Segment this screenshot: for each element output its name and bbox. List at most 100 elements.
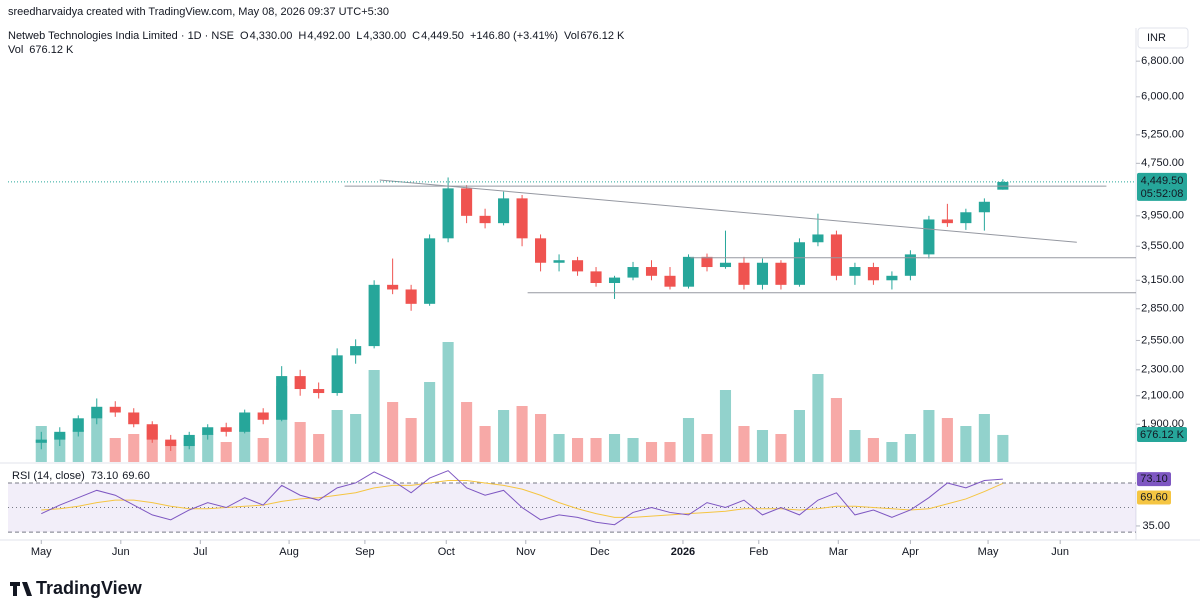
rsi-ma-tag	[1137, 490, 1171, 505]
volume-bar	[867, 438, 879, 462]
ohlc-value: 4,330.00	[363, 30, 406, 42]
candle-body	[867, 267, 879, 281]
volume-bar	[849, 430, 861, 462]
ohlc-key: C	[412, 30, 420, 42]
candle-body	[442, 188, 454, 239]
candle-body	[368, 284, 380, 347]
volume-bar	[387, 402, 399, 462]
y-tick-label: 6,000.00	[1141, 91, 1184, 103]
vol-value: 676.12 K	[580, 30, 625, 42]
volume-bar	[923, 410, 935, 462]
candle-body	[350, 346, 362, 356]
x-tick-label: Oct	[438, 546, 455, 558]
volume-bar	[479, 426, 491, 462]
candle-body	[682, 256, 695, 287]
volume-bar	[719, 390, 732, 462]
ohlc-key: L	[356, 30, 362, 42]
candle-body	[738, 262, 750, 285]
volume-bar	[608, 434, 621, 462]
x-tick-label: Jun	[112, 546, 130, 558]
candle-body	[331, 355, 343, 394]
candle-body	[719, 262, 732, 268]
volume-bar	[424, 382, 436, 462]
candle-body	[276, 376, 288, 420]
volume-bar	[590, 438, 602, 462]
volume-bar	[91, 418, 103, 462]
x-tick-label: Feb	[749, 546, 768, 558]
y-tick-label: 4,750.00	[1141, 157, 1184, 169]
volume-bar	[664, 442, 676, 462]
candle-body	[756, 262, 769, 285]
volume-bar	[793, 410, 805, 462]
candle-body	[35, 439, 47, 443]
volume-bar	[812, 374, 824, 462]
candle-body	[941, 219, 953, 224]
candle-body	[183, 434, 195, 447]
candle-body	[257, 412, 269, 420]
candle-body	[701, 256, 713, 268]
y-tick-label: 5,250.00	[1141, 129, 1184, 141]
candle-body	[664, 275, 676, 287]
y-tick-label: 6,800.00	[1141, 55, 1184, 67]
rsi-legend-value: 73.10	[91, 470, 119, 482]
x-tick-label: Jun	[1051, 546, 1069, 558]
x-tick-label: Jul	[193, 546, 207, 558]
candle-body	[424, 238, 436, 304]
volume-bar	[830, 398, 842, 462]
credit: sreedharvaidya created with TradingView.…	[8, 6, 389, 18]
volume-bar	[146, 426, 158, 462]
candle-body	[165, 439, 177, 447]
ohlc-value: 4,330.00	[250, 30, 293, 42]
candle-body	[590, 271, 602, 284]
volume-bar	[220, 442, 232, 462]
ohlc-value: 4,449.50	[421, 30, 464, 42]
volume-bar	[202, 434, 214, 462]
y-tick-label: 3,950.00	[1141, 210, 1184, 222]
candle-body	[553, 260, 565, 263]
candle-body	[72, 418, 84, 432]
x-tick-label: Sep	[355, 546, 375, 558]
candle-body	[498, 198, 510, 224]
volume-bar	[461, 402, 473, 462]
volume-bar	[775, 434, 787, 462]
vol-value: 676.12 K	[29, 44, 74, 56]
x-tick-label: 2026	[671, 546, 695, 558]
rsi-tick-label: 35.00	[1142, 520, 1170, 532]
y-tick-label: 2,550.00	[1141, 334, 1184, 346]
x-tick-label: Nov	[516, 546, 536, 558]
y-tick-label: 2,100.00	[1141, 390, 1184, 402]
ohlc-key: H	[298, 30, 306, 42]
x-tick-label: Mar	[829, 546, 848, 558]
trend-line	[379, 179, 1077, 243]
volume-bar	[886, 442, 898, 462]
volume-bar	[553, 434, 565, 462]
logo: TradingView	[36, 578, 143, 598]
candle-body	[608, 277, 621, 284]
last-price-label: 4,449.50	[1141, 175, 1184, 187]
y-tick-label: 2,300.00	[1141, 364, 1184, 376]
currency-box[interactable]	[1137, 27, 1189, 49]
candle-body	[128, 412, 140, 425]
volume-bar	[682, 418, 695, 462]
volume-bar	[405, 418, 417, 462]
x-tick-label: Apr	[902, 546, 919, 558]
volume-bar	[941, 418, 953, 462]
x-tick-label: Dec	[590, 546, 610, 558]
volume-bar	[997, 434, 1009, 462]
volume-bar	[645, 442, 658, 462]
countdown: 05:52:08	[1141, 188, 1184, 200]
candle-body	[978, 201, 990, 213]
rsi-ma-tag-label: 69.60	[1140, 491, 1168, 503]
volume-bar	[128, 434, 140, 462]
volume-bar	[960, 426, 972, 462]
candle-body	[479, 215, 491, 224]
volume-bar	[165, 442, 177, 462]
vol-key: Vol	[8, 44, 23, 56]
volume-bar	[239, 430, 251, 462]
candle-body	[461, 188, 473, 216]
candle-body	[516, 198, 528, 239]
currency[interactable]: INR	[1147, 32, 1166, 44]
candle-body	[775, 262, 787, 285]
volume-bar	[257, 438, 269, 462]
